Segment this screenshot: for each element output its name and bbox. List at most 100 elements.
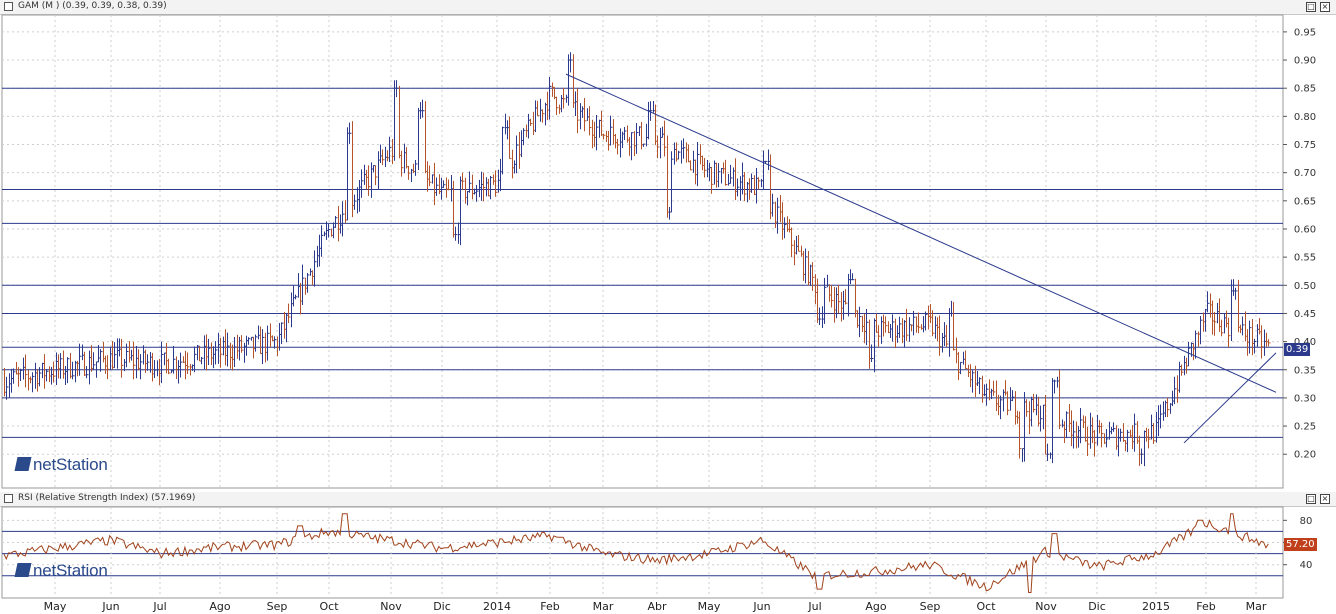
x-axis-month-label: 2015 — [1142, 600, 1170, 613]
x-axis-month-label: Sep — [267, 600, 288, 613]
ohlc-bar — [126, 343, 129, 368]
ohlc-bar — [215, 341, 218, 365]
price-tick-label: 0.50 — [1294, 281, 1316, 292]
ohlc-bar — [495, 170, 498, 197]
ohlc-bar — [168, 358, 171, 375]
ohlc-bar — [93, 352, 96, 371]
ohlc-bar — [1195, 330, 1198, 359]
pane-menu-icon[interactable] — [4, 2, 13, 11]
ohlc-bar — [39, 367, 42, 387]
ohlc-bar — [1261, 325, 1264, 359]
x-axis-month-label: Nov — [380, 600, 402, 613]
restore-icon[interactable]: □ — [1306, 2, 1316, 12]
ohlc-bar — [871, 344, 874, 363]
ohlc-bar — [241, 335, 244, 353]
ohlc-bar — [617, 138, 620, 155]
ohlc-bar — [86, 366, 89, 379]
ohlc-bar — [1054, 379, 1057, 394]
price-chart[interactable]: 0.20 0.25 0.30 0.35 0.40 0.45 0.50 0.55 0.60 0.65… — [0, 0, 1336, 491]
ohlc-bar — [100, 348, 103, 372]
ohlc-bar — [32, 372, 35, 393]
rsi-pane-title: RSI (Relative Strength Index) (57.1969) — [18, 493, 196, 503]
ohlc-bar — [147, 354, 150, 371]
ohlc-bar — [711, 166, 714, 194]
ohlc-bar — [596, 115, 599, 151]
ohlc-bar — [1127, 429, 1130, 453]
rsi-chart[interactable]: 406080MayJunJulAgoSepOctNovDic2014FebMar… — [0, 492, 1336, 614]
rsi-restore-icon[interactable]: □ — [1306, 494, 1316, 504]
ohlc-bar — [563, 87, 566, 109]
ohlc-bar — [302, 264, 305, 305]
ohlc-bar — [429, 165, 432, 187]
ohlc-bar — [812, 262, 815, 291]
ohlc-bar — [885, 316, 888, 333]
close-icon[interactable]: × — [1320, 2, 1330, 12]
ohlc-bar — [255, 334, 258, 352]
price-tick-label: 0.40 — [1294, 337, 1316, 348]
ohlc-bar — [737, 178, 740, 197]
price-tick-label: 0.65 — [1294, 196, 1316, 207]
ohlc-bar — [589, 106, 592, 136]
ohlc-bar — [448, 179, 451, 191]
rsi-netstation-mark-icon — [14, 563, 32, 577]
ohlc-bar — [1148, 428, 1151, 449]
ohlc-bar — [913, 310, 916, 336]
ohlc-bar — [725, 159, 728, 186]
ohlc-bar — [577, 88, 580, 134]
ohlc-bar — [6, 376, 9, 400]
ohlc-bar — [610, 115, 613, 146]
ohlc-bar — [866, 309, 869, 346]
ohlc-bar — [690, 160, 693, 171]
netstation-logo: netStation — [14, 455, 108, 475]
ohlc-bar — [1181, 364, 1184, 376]
price-tick-label: 0.35 — [1294, 365, 1316, 376]
ohlc-bar — [892, 314, 895, 342]
x-axis-month-label: Nov — [1035, 600, 1057, 613]
ohlc-bar — [777, 197, 780, 234]
ohlc-bar — [1033, 393, 1036, 413]
ohlc-bar — [1120, 428, 1123, 442]
rsi-close-icon[interactable]: × — [1320, 494, 1330, 504]
ohlc-bar — [154, 359, 157, 378]
ohlc-bar — [697, 142, 700, 187]
ohlc-bar — [1066, 411, 1069, 439]
ohlc-bar — [657, 135, 660, 159]
ohlc-bar — [1221, 319, 1224, 337]
x-axis-month-label: May — [698, 600, 721, 613]
ohlc-bar — [537, 100, 540, 117]
x-axis-month-label: Abr — [647, 600, 667, 613]
ohlc-bar — [328, 224, 331, 238]
ohlc-bar — [528, 113, 531, 139]
ohlc-bar — [472, 174, 475, 200]
ohlc-bar — [436, 177, 439, 196]
ohlc-bar — [664, 120, 667, 157]
ohlc-bar — [375, 165, 378, 186]
netstation-mark-icon — [14, 457, 32, 471]
ohlc-bar — [396, 80, 399, 98]
last-rsi-label: 57.20 — [1284, 538, 1317, 551]
ohlc-bar — [161, 341, 164, 384]
ohlc-bar — [462, 172, 465, 190]
ohlc-bar — [1019, 411, 1022, 459]
ohlc-bar — [791, 227, 794, 258]
ohlc-bar — [1254, 338, 1257, 354]
ohlc-bar — [1040, 405, 1043, 432]
ohlc-bar — [208, 338, 211, 365]
ohlc-bar — [953, 301, 956, 351]
ohlc-bar — [765, 160, 768, 164]
ohlc-bar — [422, 99, 425, 118]
ohlc-bar — [46, 369, 49, 382]
ohlc-bar — [979, 377, 982, 395]
ohlc-bar — [965, 350, 968, 370]
ohlc-bar — [201, 357, 204, 365]
ohlc-bar — [1123, 423, 1126, 442]
ohlc-bar — [281, 322, 284, 345]
ohlc-bar — [1113, 422, 1116, 432]
ohlc-bar — [730, 164, 733, 184]
ohlc-bar — [408, 165, 411, 180]
ohlc-bar — [67, 357, 70, 384]
rsi-pane-menu-icon[interactable] — [4, 494, 13, 503]
ohlc-bar — [1000, 395, 1003, 420]
ohlc-bar — [1268, 339, 1271, 347]
ohlc-bar — [1214, 311, 1217, 336]
